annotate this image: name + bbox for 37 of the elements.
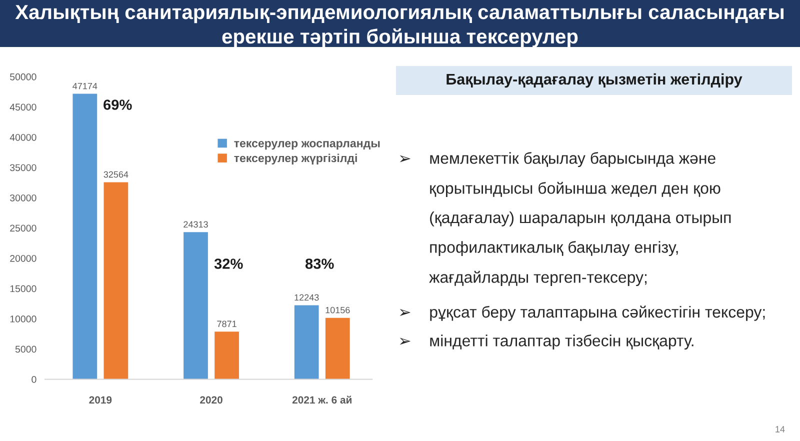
y-tick-label: 35000 [10,164,36,172]
y-tick-label: 30000 [10,194,36,202]
text: 14 [776,426,785,432]
y-tick-label: 45000 [10,104,36,111]
x-tick-label: 2021 ж. 6 ай [292,396,352,404]
y-tick-label: 0 [32,376,36,383]
annotation: 83% [305,258,334,269]
legend-label: тексерулер жүргізілді [234,154,357,164]
text: Бақылау-қадағалау қызметін жетілдіру [446,73,742,88]
data-label: 7871 [217,320,236,328]
text: ➢ міндетті талаптар тізбесін қысқарту. [400,334,694,350]
y-tick-label: 50000 [10,73,36,80]
bar [104,182,128,380]
bar [294,305,319,380]
y-tick-label: 15000 [10,285,36,292]
data-label: 32564 [104,171,128,178]
bar [214,332,239,380]
bar [325,318,350,380]
y-tick-label: 5000 [15,346,36,353]
legend-label: тексерулер жоспарланды [234,141,380,150]
text: ➢ рұқсат беру талаптарына сәйкестігін тексеру; [400,306,765,321]
annotation: 69% [104,100,132,110]
text: ➢ мемлекеттік бақылау барысында және қорытындысы бойынша жедел ден қою (қадағалау) шараларын қолдана отырып профилактикалық бақылау енгізу, жағдайларды тергеп-тексеру; [400,152,731,286]
x-tick-label: 2019 [89,396,112,404]
data-label: 47174 [72,82,98,90]
y-tick-label: 20000 [10,254,36,262]
data-label: 12243 [294,294,319,301]
data-label: 24313 [184,221,208,228]
x-tick-label: 2020 [200,396,222,404]
y-tick-label: 40000 [10,134,36,141]
annotation: 32% [214,258,243,269]
data-label: 10156 [326,306,350,314]
chart-title: Халықтың санитариялық-эпидемиологиялық саламаттылығы саласындағы ерекше тәртіп бойынша тексерулер [15,5,784,48]
bar [184,232,208,380]
y-tick-label: 10000 [10,316,36,322]
bar [72,94,98,380]
y-tick-label: 25000 [10,224,36,232]
